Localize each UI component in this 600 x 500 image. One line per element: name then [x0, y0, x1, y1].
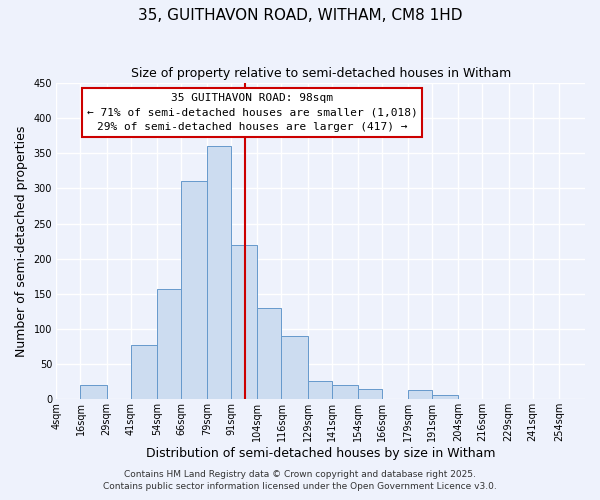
Text: Contains HM Land Registry data © Crown copyright and database right 2025.
Contai: Contains HM Land Registry data © Crown c…	[103, 470, 497, 491]
Bar	[131, 345, 157, 400]
Y-axis label: Number of semi-detached properties: Number of semi-detached properties	[15, 126, 28, 357]
Text: 35, GUITHAVON ROAD, WITHAM, CM8 1HD: 35, GUITHAVON ROAD, WITHAM, CM8 1HD	[138, 8, 462, 22]
Bar	[332, 384, 358, 400]
Bar	[308, 381, 332, 400]
Text: 35 GUITHAVON ROAD: 98sqm
← 71% of semi-detached houses are smaller (1,018)
29% o: 35 GUITHAVON ROAD: 98sqm ← 71% of semi-d…	[86, 92, 418, 132]
X-axis label: Distribution of semi-detached houses by size in Witham: Distribution of semi-detached houses by …	[146, 447, 496, 460]
Bar	[281, 336, 308, 400]
Bar	[207, 146, 231, 400]
Bar	[358, 390, 382, 400]
Bar	[408, 390, 432, 400]
Title: Size of property relative to semi-detached houses in Witham: Size of property relative to semi-detach…	[131, 68, 511, 80]
Bar	[80, 385, 107, 400]
Bar	[432, 395, 458, 400]
Bar	[181, 180, 207, 400]
Bar	[157, 289, 181, 400]
Bar	[257, 308, 281, 400]
Bar	[231, 244, 257, 400]
